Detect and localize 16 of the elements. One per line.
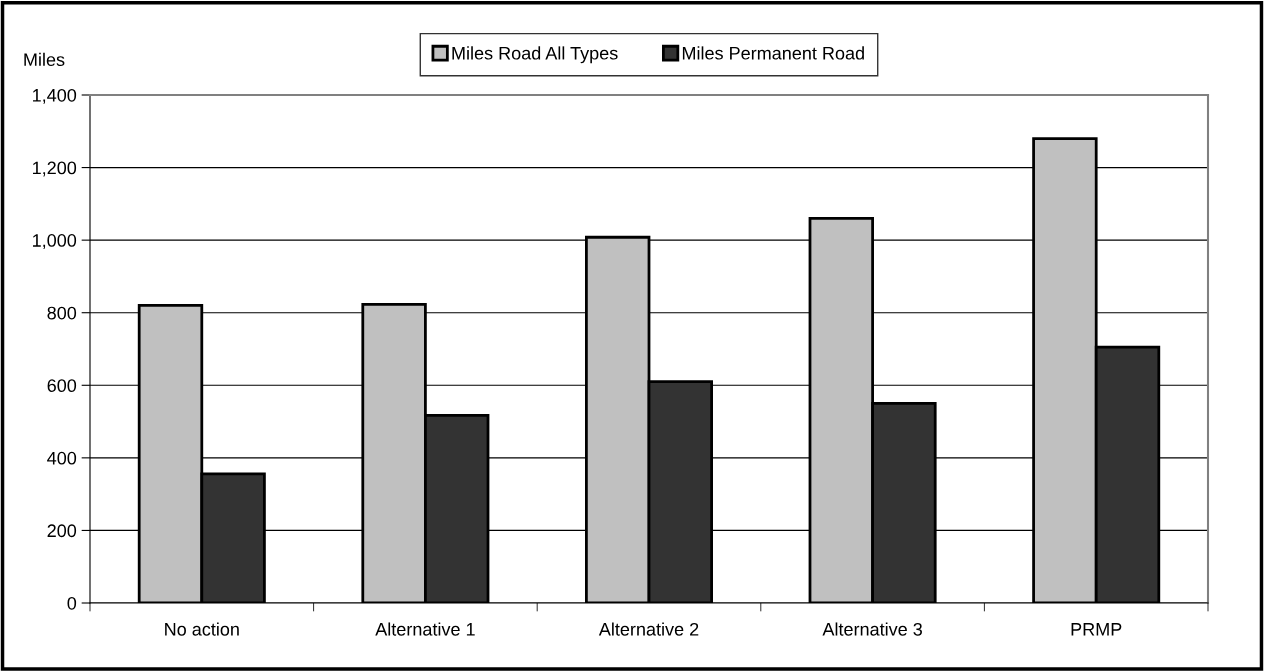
- y-tick-label: 1,400: [33, 88, 77, 104]
- y-axis-title: Miles: [24, 52, 65, 67]
- x-tick-label: Alternative 2: [598, 622, 699, 636]
- legend-label: Miles Permanent Road: [682, 46, 864, 60]
- y-tick-label: 600: [47, 379, 77, 393]
- y-tick-label: 1,200: [33, 161, 77, 177]
- y-tick-label: 800: [47, 306, 77, 320]
- x-tick-label: Alternative 1: [375, 622, 475, 636]
- y-tick-label: 200: [47, 524, 77, 538]
- y-tick-label: 1,000: [33, 234, 77, 249]
- y-tick-label: 400: [47, 451, 77, 465]
- x-tick-label: PRMP: [1071, 623, 1122, 636]
- x-tick-label: Alternative 3: [822, 622, 922, 636]
- x-tick-label: No action: [165, 622, 239, 636]
- legend-label: Miles Road All Types: [452, 46, 618, 64]
- y-tick-label: 0: [67, 596, 77, 610]
